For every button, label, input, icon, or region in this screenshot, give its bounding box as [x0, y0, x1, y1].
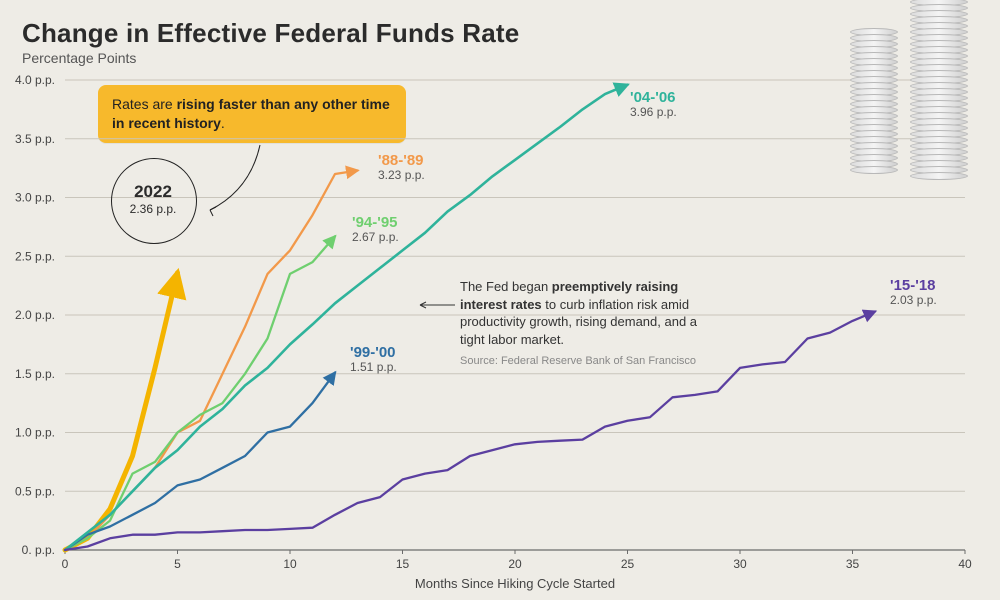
- svg-text:1.5 p.p.: 1.5 p.p.: [15, 367, 55, 381]
- svg-text:30: 30: [733, 557, 747, 571]
- series-label-94-95: '94-'952.67 p.p.: [352, 215, 399, 243]
- svg-text:2.5 p.p.: 2.5 p.p.: [15, 249, 55, 263]
- coin-stack-icon: [910, 0, 968, 180]
- svg-text:25: 25: [621, 557, 635, 571]
- svg-text:Months Since Hiking Cycle Star: Months Since Hiking Cycle Started: [415, 576, 615, 591]
- series-label-2022: 20222.36 p.p.: [113, 182, 193, 216]
- svg-text:2.0 p.p.: 2.0 p.p.: [15, 308, 55, 322]
- coin-stack-icon: [850, 30, 898, 174]
- svg-text:0: 0: [62, 557, 69, 571]
- svg-text:3.5 p.p.: 3.5 p.p.: [15, 132, 55, 146]
- infographic-root: Change in Effective Federal Funds Rate P…: [0, 0, 1000, 600]
- svg-text:3.0 p.p.: 3.0 p.p.: [15, 191, 55, 205]
- svg-text:5: 5: [174, 557, 181, 571]
- series-label-99-00: '99-'001.51 p.p.: [350, 345, 397, 373]
- svg-text:15: 15: [396, 557, 410, 571]
- svg-text:0.5 p.p.: 0.5 p.p.: [15, 484, 55, 498]
- series-label-04-06: '04-'063.96 p.p.: [630, 90, 677, 118]
- svg-text:1.0 p.p.: 1.0 p.p.: [15, 426, 55, 440]
- svg-text:4.0 p.p.: 4.0 p.p.: [15, 73, 55, 87]
- svg-text:0. p.p.: 0. p.p.: [22, 543, 55, 557]
- svg-text:10: 10: [283, 557, 297, 571]
- series-label-88-89: '88-'893.23 p.p.: [378, 153, 425, 181]
- svg-text:40: 40: [958, 557, 972, 571]
- svg-text:20: 20: [508, 557, 522, 571]
- svg-text:35: 35: [846, 557, 860, 571]
- series-label-15-18: '15-'182.03 p.p.: [890, 278, 937, 306]
